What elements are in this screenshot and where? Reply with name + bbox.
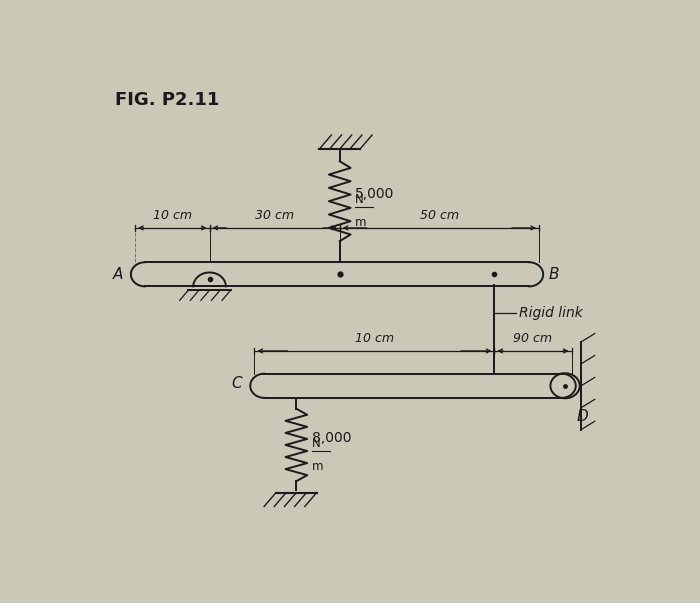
- Text: m: m: [312, 460, 323, 473]
- Text: A: A: [113, 267, 122, 282]
- Text: m: m: [355, 216, 367, 229]
- Text: 10 cm: 10 cm: [153, 209, 192, 223]
- Text: 10 cm: 10 cm: [355, 332, 394, 346]
- Text: 90 cm: 90 cm: [513, 332, 552, 346]
- Text: B: B: [549, 267, 559, 282]
- Text: C: C: [232, 376, 242, 391]
- Text: N: N: [355, 193, 364, 206]
- Text: 50 cm: 50 cm: [420, 209, 459, 223]
- Text: D: D: [577, 409, 589, 425]
- Text: 30 cm: 30 cm: [256, 209, 294, 223]
- Text: N: N: [312, 437, 321, 450]
- Text: 5,000: 5,000: [355, 188, 394, 201]
- Text: 8,000: 8,000: [312, 431, 351, 445]
- Text: Rigid link: Rigid link: [519, 306, 582, 320]
- Text: FIG. P2.11: FIG. P2.11: [115, 91, 219, 109]
